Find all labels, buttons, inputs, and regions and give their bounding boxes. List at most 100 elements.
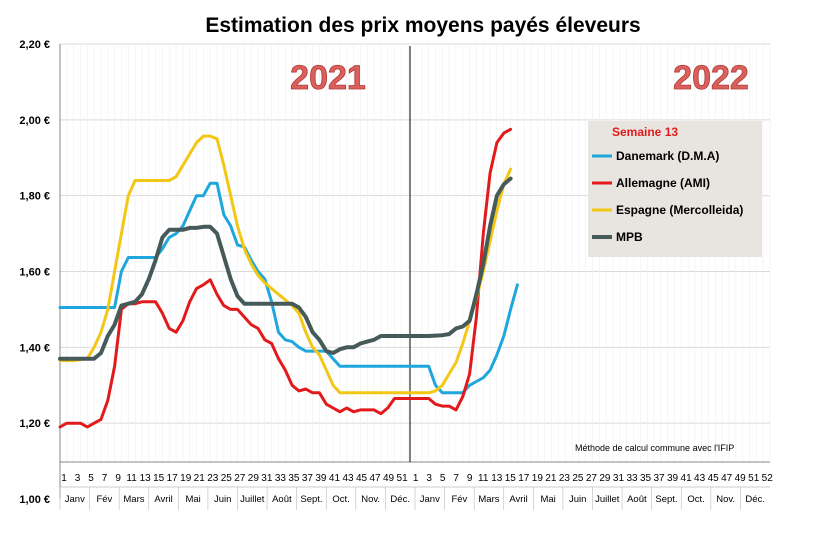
- month-label: Avril: [509, 494, 527, 505]
- x-tick-label: 3: [426, 473, 432, 484]
- x-tick-label: 51: [748, 473, 760, 484]
- x-tick-label: 15: [505, 473, 517, 484]
- x-tick-label: 11: [478, 473, 489, 484]
- x-tick-label: 17: [518, 473, 530, 484]
- x-tick-label: 43: [694, 473, 706, 484]
- month-label: Oct.: [687, 494, 704, 505]
- x-tick-label: 29: [248, 473, 260, 484]
- month-label: Juillet: [595, 494, 620, 505]
- x-tick-label: 1: [413, 473, 419, 484]
- y-tick-label: 1,20 €: [19, 418, 50, 430]
- legend: Semaine 13 Danemark (D.M.A) Allemagne (AM…: [588, 121, 762, 257]
- month-label: Déc.: [390, 494, 410, 505]
- y-tick-label: 2,00 €: [19, 115, 50, 127]
- month-label: Oct.: [332, 494, 349, 505]
- x-tick-label: 39: [667, 473, 679, 484]
- x-tick-label: 47: [369, 473, 381, 484]
- x-tick-label: 5: [88, 473, 94, 484]
- month-label: Juin: [214, 494, 231, 505]
- chart-title: Estimation des prix moyens payés éleveur…: [205, 14, 640, 37]
- month-label: Déc.: [745, 494, 765, 505]
- month-label: Mai: [540, 494, 555, 505]
- x-tick-label: 45: [356, 473, 368, 484]
- x-tick-label: 47: [721, 473, 733, 484]
- month-label: Janv: [420, 494, 440, 505]
- x-tick-label: 49: [735, 473, 747, 484]
- x-tick-label: 11: [126, 473, 137, 484]
- x-tick-label: 21: [194, 473, 206, 484]
- legend-item-label: Allemagne (AMI): [616, 176, 710, 190]
- month-label: Fév: [96, 494, 112, 505]
- month-label: Nov.: [361, 494, 380, 505]
- month-label: Sept.: [655, 494, 677, 505]
- x-tick-label: 33: [275, 473, 287, 484]
- x-tick-label: 49: [383, 473, 395, 484]
- x-tick-label: 37: [653, 473, 665, 484]
- x-tick-label: 19: [180, 473, 192, 484]
- x-axis-week-ticks: 1 3 5 7 9 11 13 15 17 19 21 23 25 27 29 31 33 35 37 39 41 43 4…: [61, 473, 773, 484]
- x-tick-label: 25: [221, 473, 233, 484]
- legend-item-label: MPB: [616, 230, 643, 244]
- x-tick-label: 13: [491, 473, 503, 484]
- month-label: Mars: [478, 494, 499, 505]
- y-tick-label: 1,40 €: [19, 342, 50, 354]
- x-tick-label: 33: [626, 473, 638, 484]
- x-tick-label: 1: [61, 473, 67, 484]
- x-tick-label: 52: [762, 473, 774, 484]
- month-label: Juillet: [240, 494, 265, 505]
- month-label: Janv: [65, 494, 85, 505]
- x-tick-label: 43: [342, 473, 354, 484]
- method-note: Méthode de calcul commune avec l'IFIP: [575, 443, 734, 453]
- legend-item-label: Espagne (Mercolleida): [616, 203, 743, 217]
- x-tick-label: 9: [467, 473, 473, 484]
- x-tick-label: 19: [532, 473, 544, 484]
- x-tick-label: 17: [167, 473, 179, 484]
- legend-box: [588, 121, 762, 257]
- x-tick-label: 9: [115, 473, 121, 484]
- x-tick-label: 31: [261, 473, 273, 484]
- x-tick-label: 39: [315, 473, 327, 484]
- y-tick-label: 1,60 €: [19, 267, 50, 279]
- year-label: 2021: [290, 59, 366, 97]
- x-tick-label: 7: [453, 473, 459, 484]
- month-label: Août: [627, 494, 647, 505]
- month-label: Mars: [123, 494, 144, 505]
- x-tick-label: 27: [234, 473, 246, 484]
- y-tick-label: 1,80 €: [19, 191, 50, 203]
- series-line: [58, 134, 513, 395]
- month-label: Nov.: [716, 494, 735, 505]
- x-tick-label: 29: [599, 473, 611, 484]
- x-tick-label: 35: [640, 473, 652, 484]
- x-tick-label: 41: [681, 473, 693, 484]
- x-tick-label: 13: [140, 473, 152, 484]
- x-tick-label: 45: [708, 473, 720, 484]
- month-label: Juin: [569, 494, 586, 505]
- x-tick-label: 31: [613, 473, 625, 484]
- x-axis-month-ticks: Janv Fév Mars Avril Mai Juin Juillet Août Sept. O…: [59, 487, 765, 510]
- series-line: [58, 176, 513, 361]
- month-label: Mai: [185, 494, 200, 505]
- x-tick-label: 23: [559, 473, 571, 484]
- legend-item-label: Danemark (D.M.A): [616, 149, 719, 163]
- x-tick-label: 7: [102, 473, 108, 484]
- year-label: 2022: [673, 59, 749, 97]
- y-axis-ticks: 1,00 € 1,20 € 1,40 € 1,60 € 1,80 € 2,00 € 2,20…: [19, 39, 50, 506]
- y-tick-label: 1,00 €: [19, 494, 50, 506]
- month-label: Sept.: [300, 494, 322, 505]
- series-lines: [58, 127, 519, 429]
- x-tick-label: 5: [440, 473, 446, 484]
- x-tick-label: 15: [153, 473, 165, 484]
- year-labels: 2021 2022: [290, 59, 749, 98]
- month-label: Août: [272, 494, 292, 505]
- month-label: Avril: [154, 494, 172, 505]
- x-tick-label: 51: [397, 473, 409, 484]
- y-tick-label: 2,20 €: [19, 39, 50, 51]
- x-tick-label: 37: [302, 473, 314, 484]
- x-tick-label: 27: [586, 473, 598, 484]
- x-tick-label: 21: [545, 473, 557, 484]
- legend-heading: Semaine 13: [612, 125, 678, 139]
- x-tick-label: 25: [572, 473, 584, 484]
- series-line: [58, 181, 519, 395]
- month-label: Fév: [451, 494, 467, 505]
